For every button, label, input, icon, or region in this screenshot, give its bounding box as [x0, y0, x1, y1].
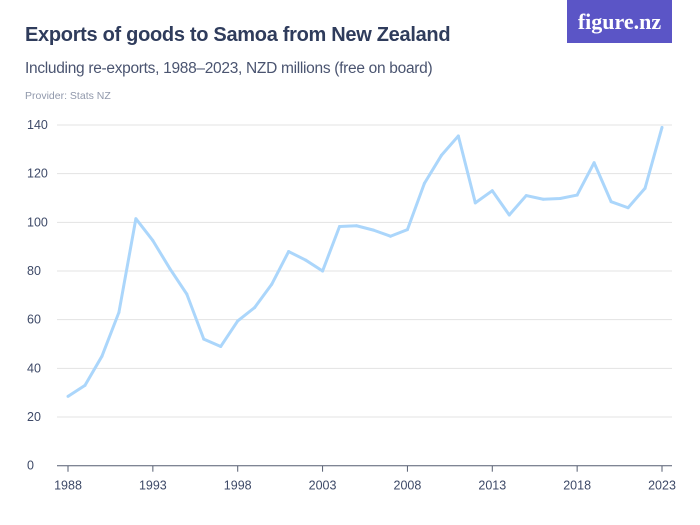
provider-label: Provider: Stats NZ	[25, 90, 111, 102]
y-tick-label: 140	[27, 118, 48, 132]
data-point	[270, 282, 274, 286]
data-point	[507, 213, 511, 217]
data-point	[253, 306, 257, 310]
y-tick-label: 20	[27, 410, 41, 424]
figure-nz-logo[interactable]: figure.nz	[567, 0, 672, 43]
data-point	[575, 193, 579, 197]
data-point	[304, 258, 308, 262]
y-tick-label: 60	[27, 313, 41, 327]
data-point	[100, 354, 104, 358]
data-point	[83, 383, 87, 387]
y-tick-label: 0	[27, 459, 34, 473]
data-point	[660, 125, 664, 129]
data-point	[473, 201, 477, 205]
y-tick-label: 100	[27, 215, 48, 229]
x-tick-label: 2013	[478, 479, 506, 493]
chart-title: Exports of goods to Samoa from New Zeala…	[25, 24, 451, 46]
data-point	[287, 250, 291, 254]
x-tick-label: 1993	[139, 479, 167, 493]
data-point	[422, 181, 426, 185]
y-tick-label: 40	[27, 361, 41, 375]
x-tick-label: 2008	[394, 479, 422, 493]
data-point	[134, 217, 138, 221]
data-point	[388, 234, 392, 238]
data-point	[355, 224, 359, 228]
data-point	[185, 292, 189, 296]
data-point	[371, 228, 375, 232]
y-tick-label: 80	[27, 264, 41, 278]
data-point	[541, 197, 545, 201]
data-point	[643, 186, 647, 190]
data-point	[66, 394, 70, 398]
data-point	[626, 206, 630, 210]
chart-subtitle: Including re-exports, 1988–2023, NZD mil…	[25, 60, 433, 77]
data-point	[151, 239, 155, 243]
x-tick-label: 2023	[648, 479, 676, 493]
data-point	[592, 161, 596, 165]
data-point	[219, 344, 223, 348]
data-point	[202, 337, 206, 341]
y-tick-label: 120	[27, 167, 48, 181]
x-tick-label: 1998	[224, 479, 252, 493]
data-point	[558, 196, 562, 200]
data-point	[490, 189, 494, 193]
data-point	[321, 269, 325, 273]
data-point	[168, 267, 172, 271]
data-point	[338, 224, 342, 228]
x-tick-label: 2018	[563, 479, 591, 493]
data-point	[439, 153, 443, 157]
series-line	[67, 127, 664, 398]
data-point	[524, 194, 528, 198]
data-point	[609, 200, 613, 204]
x-tick-label: 1988	[54, 479, 82, 493]
data-point	[117, 310, 121, 314]
data-point	[236, 319, 240, 323]
data-point	[456, 134, 460, 138]
x-tick-label: 2003	[309, 479, 337, 493]
data-point	[405, 228, 409, 232]
